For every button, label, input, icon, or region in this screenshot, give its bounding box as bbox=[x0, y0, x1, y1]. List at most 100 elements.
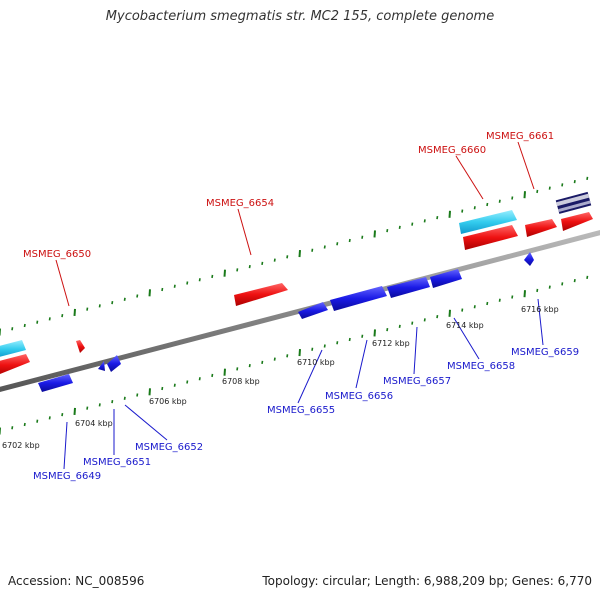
minor-tick bbox=[36, 320, 39, 324]
gene-label-msmeg-6660[interactable]: MSMEG_6660 bbox=[418, 145, 486, 156]
minor-tick bbox=[548, 186, 551, 190]
minor-tick bbox=[486, 202, 489, 207]
gene-label-msmeg-6657[interactable]: MSMEG_6657 bbox=[383, 376, 451, 387]
gene-label-msmeg-6649[interactable]: MSMEG_6649 bbox=[33, 471, 101, 482]
minor-tick bbox=[436, 314, 439, 319]
gene-arrow[interactable] bbox=[0, 354, 30, 376]
minor-tick bbox=[561, 183, 564, 187]
minor-tick bbox=[473, 206, 476, 210]
minor-tick bbox=[286, 255, 289, 259]
gene-label-msmeg-6656[interactable]: MSMEG_6656 bbox=[325, 391, 393, 402]
minor-tick bbox=[261, 261, 264, 265]
gene-label-msmeg-6650[interactable]: MSMEG_6650 bbox=[23, 249, 91, 260]
gene-arrow-6652[interactable] bbox=[107, 355, 121, 372]
minor-tick bbox=[423, 318, 426, 322]
minor-tick bbox=[398, 324, 401, 329]
minor-tick bbox=[548, 285, 551, 289]
gene-arrow[interactable] bbox=[0, 340, 26, 358]
minor-tick bbox=[586, 176, 589, 181]
minor-tick bbox=[348, 337, 351, 342]
gene-arrow-6654[interactable] bbox=[234, 283, 288, 306]
minor-tick bbox=[86, 406, 89, 410]
major-tick bbox=[73, 407, 76, 415]
gene-arrow-6658[interactable] bbox=[430, 269, 462, 288]
gene-arrow-6656[interactable] bbox=[330, 286, 387, 311]
reverse-tick-row bbox=[0, 275, 589, 435]
gene-arrow-6657[interactable] bbox=[387, 277, 430, 298]
minor-tick bbox=[86, 307, 89, 311]
minor-tick bbox=[98, 403, 101, 407]
minor-tick bbox=[511, 295, 514, 299]
minor-tick bbox=[23, 422, 26, 427]
minor-tick bbox=[386, 229, 389, 233]
accession-text: Accession: NC_008596 bbox=[8, 574, 145, 588]
gene-label-msmeg-6652[interactable]: MSMEG_6652 bbox=[135, 442, 203, 453]
gene-label-msmeg-6659[interactable]: MSMEG_6659 bbox=[511, 347, 579, 358]
minor-tick bbox=[561, 282, 564, 286]
major-tick bbox=[523, 290, 526, 298]
major-tick bbox=[148, 388, 151, 396]
minor-tick bbox=[173, 383, 176, 387]
minor-tick bbox=[461, 308, 464, 312]
minor-tick bbox=[473, 305, 476, 309]
gene-label-msmeg-6651[interactable]: MSMEG_6651 bbox=[83, 457, 151, 468]
minor-tick bbox=[336, 242, 339, 246]
gene-arrow-6659[interactable] bbox=[524, 252, 534, 266]
minor-tick bbox=[323, 245, 326, 249]
major-tick bbox=[298, 348, 301, 357]
gene-arrow[interactable] bbox=[561, 212, 593, 231]
minor-tick bbox=[286, 354, 289, 358]
minor-tick bbox=[311, 347, 314, 351]
minor-tick bbox=[36, 419, 39, 423]
kbp-label: 6714 kbp bbox=[446, 321, 484, 330]
gene-arrow-6661[interactable] bbox=[525, 219, 557, 237]
gene-label-msmeg-6658[interactable]: MSMEG_6658 bbox=[447, 361, 515, 372]
minor-tick bbox=[136, 294, 139, 298]
gene-arrow-6651[interactable] bbox=[98, 361, 105, 371]
minor-tick bbox=[123, 396, 126, 400]
major-tick bbox=[523, 191, 526, 199]
gene-arrow-6649[interactable] bbox=[38, 374, 73, 392]
minor-tick bbox=[536, 189, 539, 194]
gene-block[interactable] bbox=[556, 193, 590, 207]
gene-label-msmeg-6655[interactable]: MSMEG_6655 bbox=[267, 405, 335, 416]
gene-arrow-6655[interactable] bbox=[298, 302, 328, 319]
gene-label-msmeg-6654[interactable]: MSMEG_6654 bbox=[206, 198, 274, 209]
major-tick bbox=[223, 269, 226, 277]
gene-block[interactable] bbox=[558, 200, 591, 212]
minor-tick bbox=[98, 304, 101, 308]
minor-tick bbox=[186, 380, 189, 384]
minor-tick bbox=[261, 360, 264, 364]
major-tick bbox=[223, 368, 226, 376]
minor-tick bbox=[23, 323, 26, 328]
minor-tick bbox=[236, 367, 239, 371]
minor-tick bbox=[61, 413, 64, 417]
gene-arrow[interactable] bbox=[459, 210, 517, 234]
kbp-label: 6704 kbp bbox=[75, 419, 113, 428]
minor-tick bbox=[48, 416, 51, 420]
minor-tick bbox=[211, 373, 214, 378]
minor-tick bbox=[48, 317, 51, 321]
gene-arrow-6660[interactable] bbox=[463, 225, 518, 250]
major-tick bbox=[73, 308, 76, 316]
minor-tick bbox=[161, 386, 164, 391]
minor-tick bbox=[198, 278, 201, 282]
kbp-label: 6708 kbp bbox=[222, 377, 260, 386]
minor-tick bbox=[536, 288, 539, 293]
minor-tick bbox=[423, 219, 426, 223]
kbp-label: 6710 kbp bbox=[297, 358, 335, 367]
minor-tick bbox=[336, 341, 339, 345]
minor-tick bbox=[186, 281, 189, 285]
minor-tick bbox=[486, 301, 489, 306]
minor-tick bbox=[573, 279, 576, 283]
minor-tick bbox=[323, 344, 326, 348]
minor-tick bbox=[273, 357, 276, 361]
minor-tick bbox=[386, 328, 389, 332]
gene-label-msmeg-6661[interactable]: MSMEG_6661 bbox=[486, 131, 554, 142]
kbp-label: 6712 kbp bbox=[372, 339, 410, 348]
genome-backbone bbox=[0, 230, 600, 392]
major-tick bbox=[448, 309, 451, 317]
minor-tick bbox=[173, 284, 176, 288]
gene-arrow[interactable] bbox=[76, 340, 85, 353]
